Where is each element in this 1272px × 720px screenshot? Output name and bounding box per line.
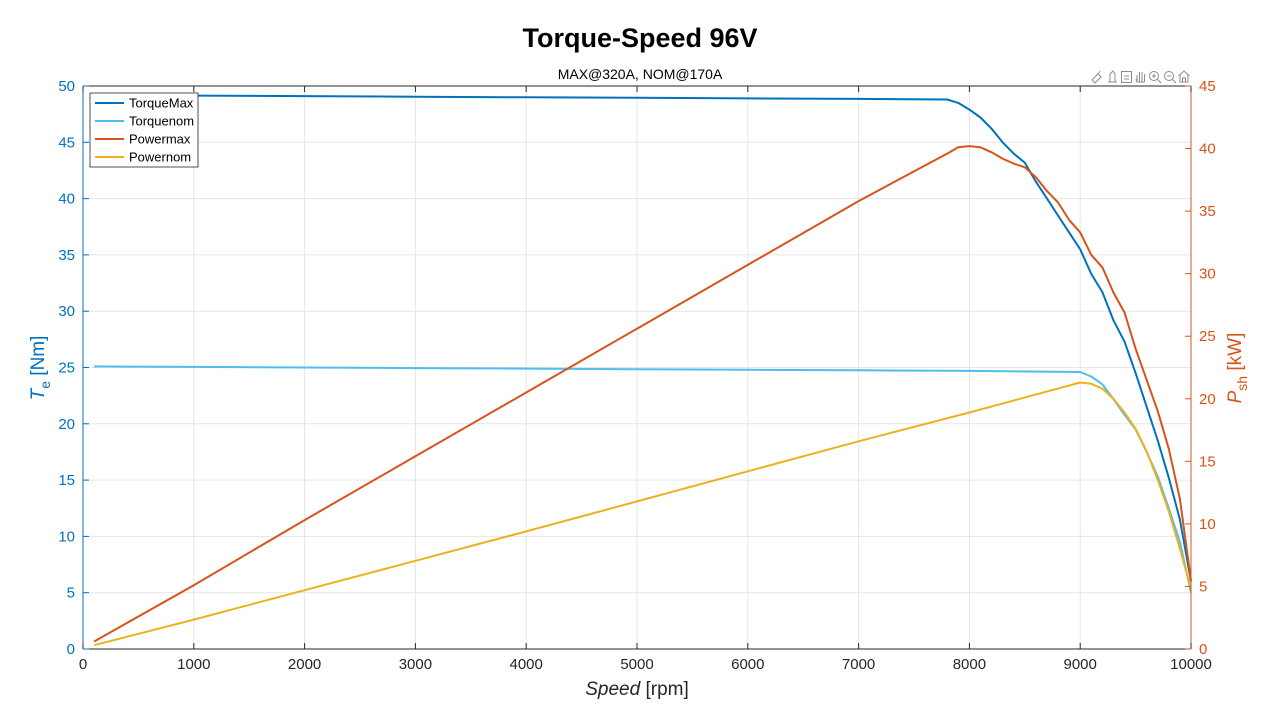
left-y-tick-label: 25 bbox=[58, 360, 75, 377]
x-tick-label: 7000 bbox=[842, 656, 875, 673]
plot-area: 0 1000 2000 3000 4000 5000 6000 7000 8000 9000 100… bbox=[58, 78, 1215, 673]
legend-entries: TorqueMax Torquenom Powermax Powernom bbox=[95, 96, 194, 165]
x-tick-label: 2000 bbox=[288, 656, 321, 673]
left-y-axis-label-unit: [Nm] bbox=[28, 336, 49, 381]
legend-entry-powernom: Powernom bbox=[95, 150, 191, 165]
right-y-tick-label: 45 bbox=[1199, 78, 1216, 95]
series-line-torquemax bbox=[94, 94, 1192, 582]
x-tick-label: 4000 bbox=[510, 656, 543, 673]
legend-box bbox=[89, 92, 199, 168]
chart-subtitle: MAX@320A, NOM@170A bbox=[558, 66, 723, 82]
zoom-out-icon[interactable] bbox=[1164, 71, 1177, 84]
save-icon[interactable] bbox=[1121, 71, 1132, 83]
x-tick-label: 6000 bbox=[731, 656, 764, 673]
x-axis-label-unit: [rpm] bbox=[640, 679, 689, 700]
legend-label: Powermax bbox=[129, 132, 191, 147]
right-y-tick-label: 20 bbox=[1199, 391, 1216, 408]
left-y-tick-label: 50 bbox=[58, 78, 75, 95]
left-y-axis-label: Te [Nm] bbox=[28, 336, 53, 401]
left-y-axis-label-subscript: e bbox=[37, 381, 53, 389]
x-tick-label: 5000 bbox=[620, 656, 653, 673]
x-tick-label: 0 bbox=[79, 656, 87, 673]
x-tick-label: 8000 bbox=[953, 656, 986, 673]
legend-entry-powermax: Powermax bbox=[95, 132, 191, 147]
pan-icon[interactable] bbox=[1135, 72, 1145, 83]
x-axis-label: Speed [rpm] bbox=[585, 679, 689, 700]
legend-label: TorqueMax bbox=[129, 96, 194, 111]
x-tick-label: 9000 bbox=[1064, 656, 1097, 673]
right-y-tick-label: 10 bbox=[1199, 516, 1216, 533]
home-icon[interactable] bbox=[1178, 70, 1190, 83]
legend-entry-torquenom: Torquenom bbox=[95, 114, 194, 129]
legend-label: Torquenom bbox=[129, 114, 194, 129]
zoom-in-icon[interactable] bbox=[1149, 71, 1162, 84]
right-y-axis-label-subscript: sh bbox=[1234, 376, 1250, 391]
x-tick-label: 3000 bbox=[399, 656, 432, 673]
brush-icon[interactable] bbox=[1091, 70, 1102, 84]
left-y-tick-label: 45 bbox=[58, 134, 75, 151]
chart-title: Torque-Speed 96V bbox=[522, 23, 757, 53]
right-y-tick-label: 0 bbox=[1199, 641, 1207, 658]
x-tick-label: 1000 bbox=[177, 656, 210, 673]
series-line-powermax bbox=[93, 145, 1192, 643]
legend[interactable]: TorqueMax Torquenom Powermax Powernom bbox=[89, 92, 199, 168]
data-tips-icon[interactable] bbox=[1108, 70, 1117, 83]
right-y-axis-label-unit: [kW] bbox=[1225, 333, 1246, 376]
x-axis-ticks: 0 1000 2000 3000 4000 5000 6000 7000 8000 9000 100… bbox=[79, 86, 1212, 673]
left-y-tick-label: 35 bbox=[58, 247, 75, 264]
right-y-axis-ticks: 0 5 10 15 20 25 30 35 40 45 bbox=[1185, 78, 1216, 658]
left-y-tick-label: 40 bbox=[58, 191, 75, 208]
left-y-tick-label: 10 bbox=[58, 528, 75, 545]
left-y-tick-label: 5 bbox=[67, 585, 75, 602]
right-y-tick-label: 30 bbox=[1199, 266, 1216, 283]
left-y-axis-ticks: 0 5 10 15 20 25 30 35 40 45 50 bbox=[58, 78, 89, 658]
left-y-tick-label: 30 bbox=[58, 303, 75, 320]
x-tick-label: 10000 bbox=[1170, 656, 1212, 673]
series-layer bbox=[93, 94, 1192, 647]
right-y-tick-label: 15 bbox=[1199, 453, 1216, 470]
right-y-axis-label: Psh [kW] bbox=[1225, 333, 1250, 404]
legend-label: Powernom bbox=[129, 150, 191, 165]
right-y-axis-label-symbol: P bbox=[1225, 390, 1246, 403]
series-line-powernom bbox=[93, 381, 1192, 647]
left-y-tick-label: 0 bbox=[67, 641, 75, 658]
left-y-tick-label: 20 bbox=[58, 416, 75, 433]
x-axis-label-quantity: Speed bbox=[585, 679, 641, 700]
right-y-tick-label: 40 bbox=[1199, 141, 1216, 158]
right-y-tick-label: 25 bbox=[1199, 328, 1216, 345]
right-y-tick-label: 35 bbox=[1199, 203, 1216, 220]
right-y-tick-label: 5 bbox=[1199, 578, 1207, 595]
legend-entry-torquemax: TorqueMax bbox=[95, 96, 194, 111]
left-y-axis-label-symbol: T bbox=[28, 387, 49, 400]
axes-toolbar[interactable] bbox=[1091, 70, 1190, 84]
left-y-tick-label: 15 bbox=[58, 472, 75, 489]
